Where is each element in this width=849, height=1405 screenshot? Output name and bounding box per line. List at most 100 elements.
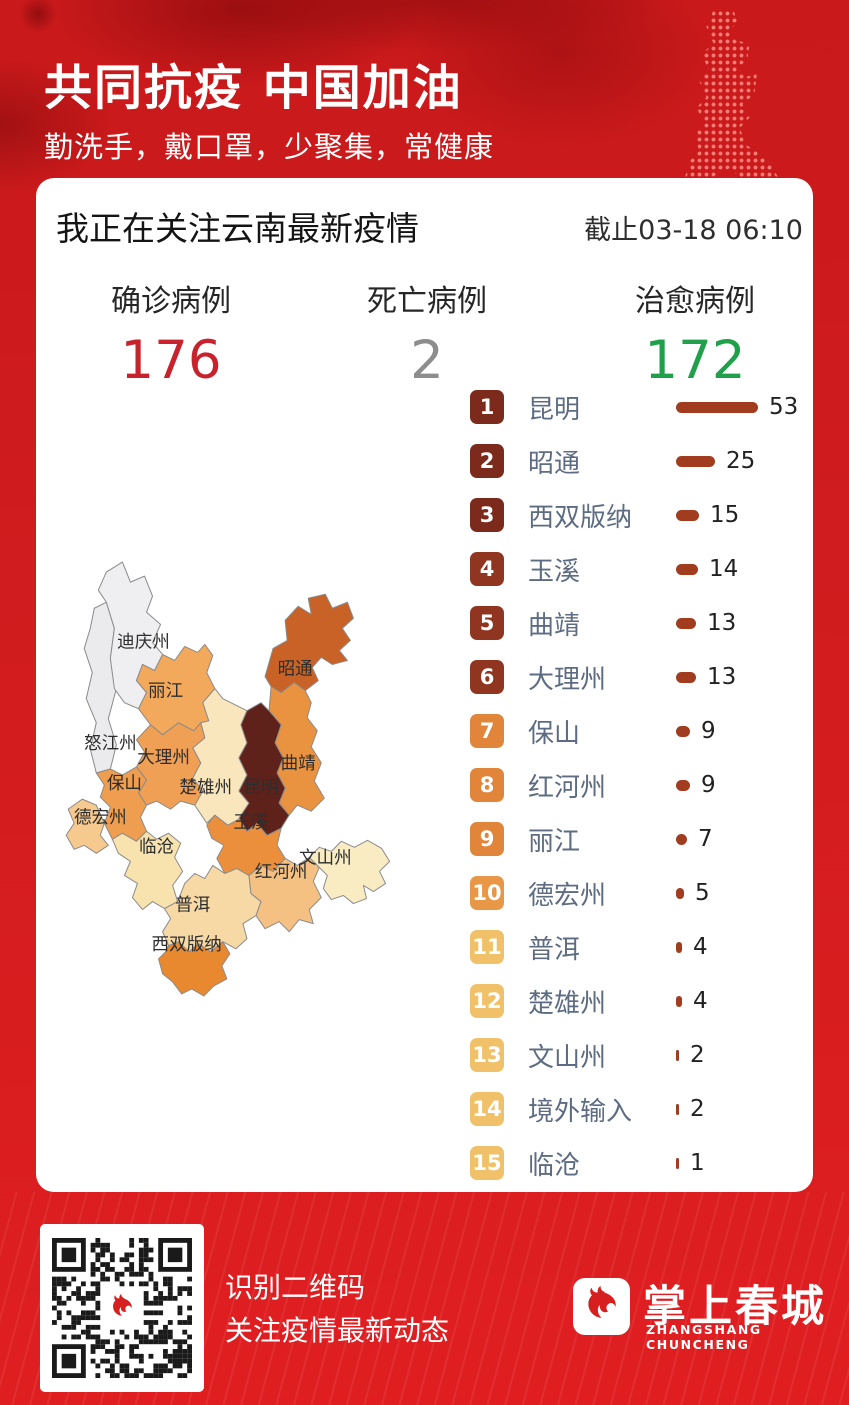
- rank-badge: 11: [470, 930, 504, 964]
- qr-code: [40, 1224, 204, 1392]
- dotted-china-silhouette: [684, 10, 779, 178]
- region-name: 保山: [528, 718, 581, 749]
- region-value: 7: [698, 826, 713, 852]
- map-region-puer: [162, 864, 262, 953]
- rank-bar: [676, 779, 690, 791]
- rank-bar: [676, 617, 696, 629]
- rank-badge: 13: [470, 1038, 504, 1072]
- as-of-timestamp: 截止03-18 06:10: [584, 215, 803, 246]
- rank-bar: [676, 455, 715, 467]
- qr-caption-line2: 关注疫情最新动态: [225, 1314, 450, 1347]
- stat-deaths-label: 死亡病例: [367, 284, 487, 319]
- map-region-label: 玉溪: [233, 813, 268, 833]
- region-value: 9: [701, 718, 716, 744]
- rank-bar: [676, 509, 699, 521]
- stat-confirmed-value: 176: [120, 330, 222, 391]
- banner-subtitle: 勤洗手，戴口罩，少聚集，常健康: [44, 130, 495, 164]
- stat-confirmed-label: 确诊病例: [111, 284, 231, 319]
- ranking-row: 7 保山 9: [470, 714, 798, 749]
- ranking-row: 11 普洱 4: [470, 930, 798, 965]
- ranking-row: 3 西双版纳 15: [470, 498, 798, 533]
- ranking-row: 1 昆明 53: [470, 390, 798, 425]
- rank-bar: [676, 563, 698, 575]
- ranking-row: 8 红河州 9: [470, 768, 798, 803]
- region-name: 昭通: [528, 448, 581, 479]
- ranking-row: 10 德宏州 5: [470, 876, 798, 911]
- map-region-kunming: [238, 702, 290, 836]
- map-region-honghe: [248, 856, 322, 933]
- region-value: 4: [693, 934, 708, 960]
- ranking-list: 1 昆明 53 2 昭通 25 3 西双版纳 15 4 玉溪 14 5 曲靖 13 6 大理州 13 7 保山 9 8 红河…: [470, 390, 798, 1181]
- rank-badge: 8: [470, 768, 504, 802]
- region-value: 2: [690, 1042, 705, 1068]
- brand-logo-icon: [573, 1278, 630, 1335]
- region-value: 9: [701, 772, 716, 798]
- rank-bar: [676, 941, 682, 953]
- region-value: 25: [726, 448, 756, 474]
- region-value: 1: [690, 1150, 705, 1176]
- ranking-row: 5 曲靖 13: [470, 606, 798, 641]
- region-name: 玉溪: [528, 556, 581, 587]
- stat-cured-label: 治愈病例: [635, 284, 755, 319]
- map-region-label: 大理州: [137, 748, 190, 768]
- rank-badge: 2: [470, 444, 504, 478]
- rank-bar: [676, 401, 758, 413]
- rank-badge: 4: [470, 552, 504, 586]
- region-name: 楚雄州: [528, 988, 607, 1019]
- ranking-row: 14 境外输入 2: [470, 1092, 798, 1127]
- region-name: 大理州: [528, 664, 607, 695]
- rank-badge: 7: [470, 714, 504, 748]
- ranking-row: 2 昭通 25: [470, 444, 798, 479]
- ranking-row: 13 文山州 2: [470, 1038, 798, 1073]
- qr-caption-line1: 识别二维码: [225, 1271, 366, 1304]
- region-value: 2: [690, 1096, 705, 1122]
- map-region-label: 临沧: [139, 837, 174, 857]
- region-value: 13: [707, 610, 737, 636]
- rank-badge: 1: [470, 390, 504, 424]
- stat-cured-value: 172: [644, 330, 746, 391]
- map-region-label: 红河州: [255, 862, 308, 882]
- region-name: 德宏州: [528, 880, 607, 911]
- region-value: 15: [710, 502, 740, 528]
- region-name: 曲靖: [528, 610, 581, 641]
- rank-badge: 14: [470, 1092, 504, 1126]
- rank-bar: [676, 725, 690, 737]
- rank-bar: [676, 833, 687, 845]
- region-value: 13: [707, 664, 737, 690]
- region-name: 临沧: [528, 1150, 581, 1181]
- map-region-dehong: [65, 798, 109, 854]
- region-name: 普洱: [528, 934, 581, 965]
- region-name: 丽江: [528, 826, 581, 857]
- banner-title: 共同抗疫 中国加油: [44, 60, 463, 116]
- region-value: 14: [709, 556, 739, 582]
- map-region-label: 昆明: [243, 778, 278, 798]
- map-region-label: 普洱: [175, 896, 210, 916]
- map-region-label: 丽江: [148, 682, 183, 702]
- report-title: 我正在关注云南最新疫情: [56, 209, 419, 248]
- ranking-row: 15 临沧 1: [470, 1146, 798, 1181]
- ranking-row: 9 丽江 7: [470, 822, 798, 857]
- brand-subtitle: ZHANGSHANG CHUNCHENG: [646, 1322, 762, 1352]
- rank-bar: [676, 1157, 679, 1169]
- rank-bar: [676, 995, 682, 1007]
- rank-badge: 10: [470, 876, 504, 910]
- map-region-label: 怒江州: [84, 734, 137, 754]
- rank-badge: 5: [470, 606, 504, 640]
- map-region-label: 曲靖: [281, 754, 316, 774]
- region-name: 文山州: [528, 1042, 607, 1073]
- map-region-lincang: [111, 830, 184, 911]
- map-region-label: 西双版纳: [152, 935, 222, 955]
- brand-name: 掌上春城: [643, 1282, 827, 1332]
- ranking-row: 4 玉溪 14: [470, 552, 798, 587]
- region-name: 西双版纳: [528, 502, 633, 533]
- rank-badge: 15: [470, 1146, 504, 1180]
- rank-bar: [676, 1049, 679, 1061]
- map-region-label: 迪庆州: [117, 632, 170, 652]
- region-name: 境外输入: [528, 1096, 633, 1127]
- rank-badge: 3: [470, 498, 504, 532]
- region-value: 5: [695, 880, 710, 906]
- region-value: 4: [693, 988, 708, 1014]
- stat-deaths-value: 2: [410, 330, 444, 391]
